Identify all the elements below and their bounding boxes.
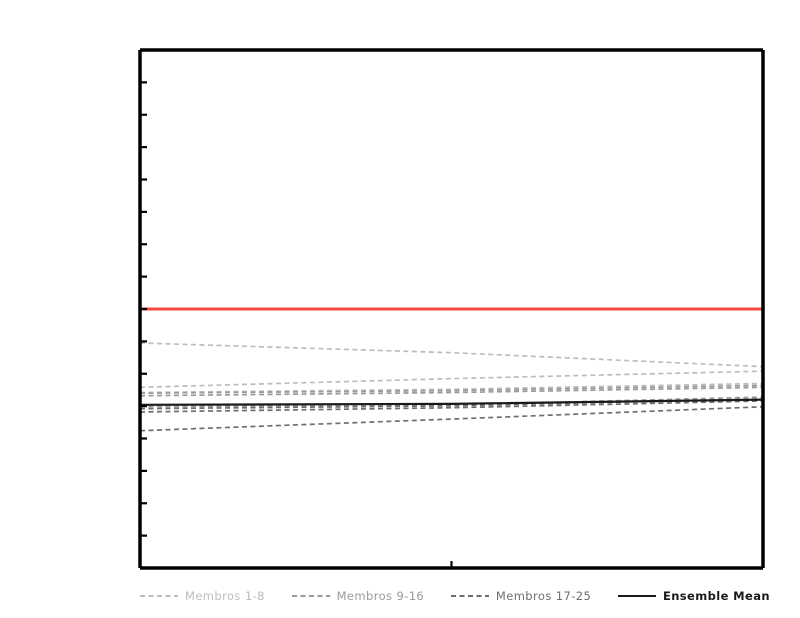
legend-line-swatch [140, 595, 178, 597]
legend-item: Ensemble Mean [617, 589, 770, 603]
legend-item: Membros 17-25 [450, 589, 592, 603]
legend-line-swatch [450, 595, 489, 597]
legend-line-swatch [291, 595, 330, 597]
axis-tick-marks [138, 48, 765, 570]
chart-legend: Membros 1-8 Membros 9-16 Membros 17-25 Ense… [140, 586, 770, 606]
legend-label: Membros 1-8 [185, 589, 265, 603]
member-line [139, 405, 764, 432]
member-line [139, 396, 764, 408]
legend-label: Membros 9-16 [336, 589, 425, 603]
series-lines [139, 342, 764, 432]
legend-label: Membros 17-25 [495, 589, 592, 603]
member-line [139, 400, 764, 413]
member-line [139, 370, 764, 389]
member-line [139, 384, 764, 395]
legend-label: Ensemble Mean [662, 589, 770, 603]
legend-item: Membros 1-8 [140, 589, 265, 603]
legend-item: Membros 9-16 [291, 589, 425, 603]
ensemble-mean-line [139, 398, 764, 406]
legend-line-swatch [617, 594, 656, 598]
member-line [139, 386, 764, 397]
member-line [139, 382, 764, 394]
member-line [139, 342, 764, 368]
